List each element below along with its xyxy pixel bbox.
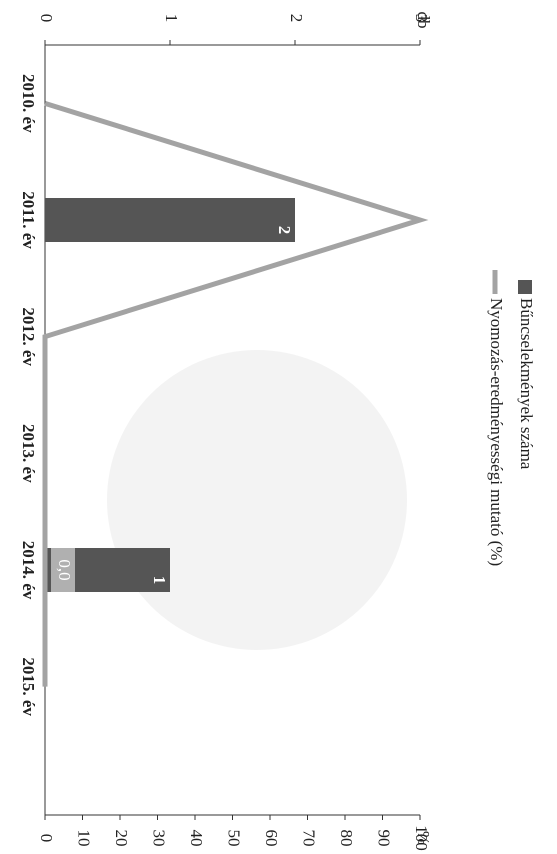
- bar: [45, 198, 295, 242]
- y2-tick-label: 0: [37, 834, 56, 843]
- bar-value-label: 2: [275, 226, 294, 235]
- x-tick-label: 2014. év: [19, 541, 38, 600]
- y2-tick-label: 30: [150, 830, 169, 847]
- y-tick-label: 3: [412, 14, 431, 23]
- y-axis-title: db: [414, 12, 433, 29]
- x-tick-label: 2012. év: [19, 307, 38, 366]
- y2-tick-label: 20: [112, 830, 131, 847]
- bar: [45, 548, 170, 592]
- y-tick-label: 2: [287, 14, 306, 23]
- x-tick-label: 2010. év: [19, 74, 38, 133]
- line: [42, 100, 429, 687]
- y-tick-label: 1: [162, 14, 181, 23]
- y2-tick-label: 90: [375, 830, 394, 847]
- y-tick-label: 0: [37, 14, 56, 23]
- line-value-label: 0,0: [55, 559, 74, 580]
- x-tick-label: 2015. év: [19, 657, 38, 716]
- x-tick-label: 2013. év: [19, 424, 38, 483]
- legend-label: Bűncselekmények száma: [517, 298, 536, 470]
- y2-tick-label: 80: [337, 830, 356, 847]
- legend-label: Nyomozás-eredményességi mutató (%): [487, 298, 506, 566]
- y2-tick-label: 50: [225, 830, 244, 847]
- x-tick-label: 2011. év: [19, 191, 38, 249]
- y2-tick-label: 100: [412, 825, 431, 851]
- y2-tick-label: 10: [75, 830, 94, 847]
- watermark: [107, 350, 407, 650]
- legend-swatch: [518, 280, 532, 294]
- line-value-label-box: [51, 548, 75, 592]
- y2-tick-label: 40: [187, 830, 206, 847]
- y2-tick-label: 70: [300, 830, 319, 847]
- y2-tick-label: 60: [262, 830, 281, 847]
- y2-axis-title: %: [414, 831, 433, 845]
- bar-value-label: 1: [150, 576, 169, 585]
